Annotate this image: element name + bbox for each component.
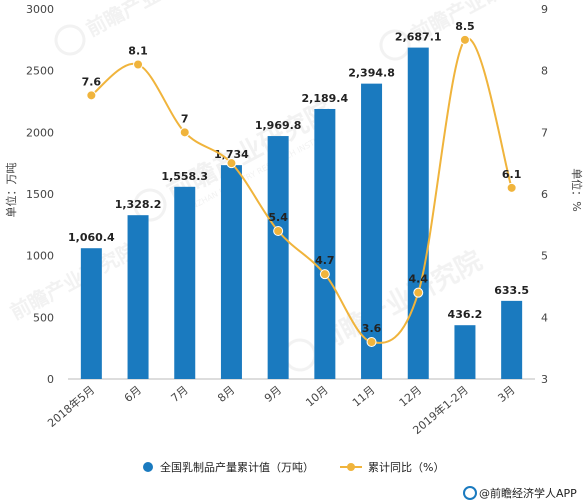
- bar-8: [454, 325, 476, 379]
- credit-logo-icon: [463, 486, 477, 500]
- y-tick-left-0: 0: [47, 373, 54, 386]
- bar-series: [80, 47, 523, 380]
- x-tick-7: 12月: [397, 383, 425, 409]
- bar-label-5: 2,189.4: [302, 92, 349, 105]
- line-label-4: 5.4: [268, 211, 288, 224]
- x-tick-0: 2018年5月: [45, 383, 98, 430]
- bar-label-8: 436.2: [448, 308, 483, 321]
- bar-9: [501, 300, 523, 379]
- y-tick-left-3: 1500: [26, 188, 54, 201]
- bar-label-2: 1,558.3: [161, 170, 208, 183]
- y-tick-right-4: 7: [541, 126, 548, 139]
- source-credit-text: @前瞻经济学人APP: [479, 486, 577, 500]
- bar-label-9: 633.5: [494, 284, 529, 297]
- bar-label-1: 1,328.2: [115, 198, 162, 211]
- bar-4: [267, 136, 289, 379]
- line-point-4: [273, 226, 284, 236]
- y-tick-left-6: 3000: [26, 3, 54, 16]
- legend-marker-line-dot: [347, 463, 355, 471]
- line-point-3: [226, 158, 237, 169]
- legend-label-bar: 全国乳制品产量累计值（万吨）: [160, 460, 314, 474]
- line-point-5: [319, 269, 330, 280]
- y-tick-right-2: 5: [541, 250, 548, 263]
- y-axis-right: 3 4 5 6 7 8 9: [541, 3, 548, 386]
- y-axis-title-left: 单位：万吨: [4, 163, 18, 218]
- line-point-1: [133, 59, 144, 70]
- line-label-1: 8.1: [128, 45, 148, 58]
- y-axis-left: 0 500 1000 1500 2000 2500 3000: [26, 3, 54, 386]
- line-data-labels: 7.6 8.1 7 5.4 4.7 3.6 4.4 8.5 6.1: [82, 20, 522, 335]
- bar-5: [314, 108, 336, 379]
- y-tick-left-5: 2500: [26, 65, 54, 78]
- x-tick-1: 6月: [122, 383, 144, 405]
- x-tick-2: 7月: [169, 383, 191, 405]
- line-label-2: 7: [181, 112, 189, 125]
- line-point-9: [506, 182, 517, 193]
- line-point-6: [366, 337, 377, 347]
- x-tick-3: 8月: [215, 383, 237, 405]
- line-label-0: 7.6: [82, 75, 102, 88]
- bar-2: [174, 186, 196, 379]
- bar-label-6: 2,394.8: [348, 67, 395, 80]
- y-tick-right-3: 6: [541, 188, 548, 201]
- y-tick-right-0: 3: [541, 373, 548, 386]
- line-label-9: 6.1: [502, 168, 522, 181]
- y-tick-right-1: 4: [541, 311, 548, 324]
- x-tick-9: 3月: [495, 383, 517, 405]
- y-axis-title-right: 单位：%: [570, 168, 584, 211]
- y-tick-left-1: 500: [33, 311, 54, 324]
- bar-data-labels: 1,060.4 1,328.2 1,558.3 1,734 1,969.8 2,189.4…: [68, 31, 529, 322]
- bar-label-4: 1,969.8: [255, 119, 302, 132]
- bar-1: [127, 215, 149, 379]
- bar-label-7: 2,687.1: [395, 31, 442, 44]
- y-tick-left-2: 1000: [26, 250, 54, 263]
- y-tick-right-6: 9: [541, 3, 548, 16]
- legend-label-line: 累计同比（%）: [368, 461, 444, 474]
- line-label-6: 3.6: [362, 322, 382, 335]
- bar-3: [220, 165, 242, 379]
- legend: 全国乳制品产量累计值（万吨） 累计同比（%）: [143, 460, 444, 474]
- x-tick-6: 11月: [350, 383, 378, 409]
- y-tick-left-4: 2000: [26, 126, 54, 139]
- line-series: [86, 34, 517, 347]
- bar-0: [80, 248, 102, 379]
- line-label-7: 4.4: [409, 273, 429, 286]
- bar-label-3: 1,734: [214, 148, 249, 161]
- line-point-7: [413, 287, 424, 298]
- bar-6: [361, 83, 383, 380]
- bar-label-0: 1,060.4: [68, 231, 115, 244]
- line-point-0: [86, 90, 97, 101]
- source-credit: @前瞻经济学人APP: [463, 486, 577, 500]
- y-tick-right-5: 8: [541, 65, 548, 78]
- x-tick-5: 10月: [303, 383, 331, 409]
- x-tick-4: 9月: [262, 383, 284, 405]
- line-point-2: [179, 127, 190, 138]
- line-label-5: 4.7: [315, 254, 335, 267]
- bar-7: [407, 47, 429, 379]
- line-point-8: [459, 34, 470, 45]
- line-label-8: 8.5: [455, 20, 475, 33]
- legend-marker-bar: [143, 462, 153, 472]
- watermark-brand-1: 前瞻产业研究院: [82, 0, 217, 41]
